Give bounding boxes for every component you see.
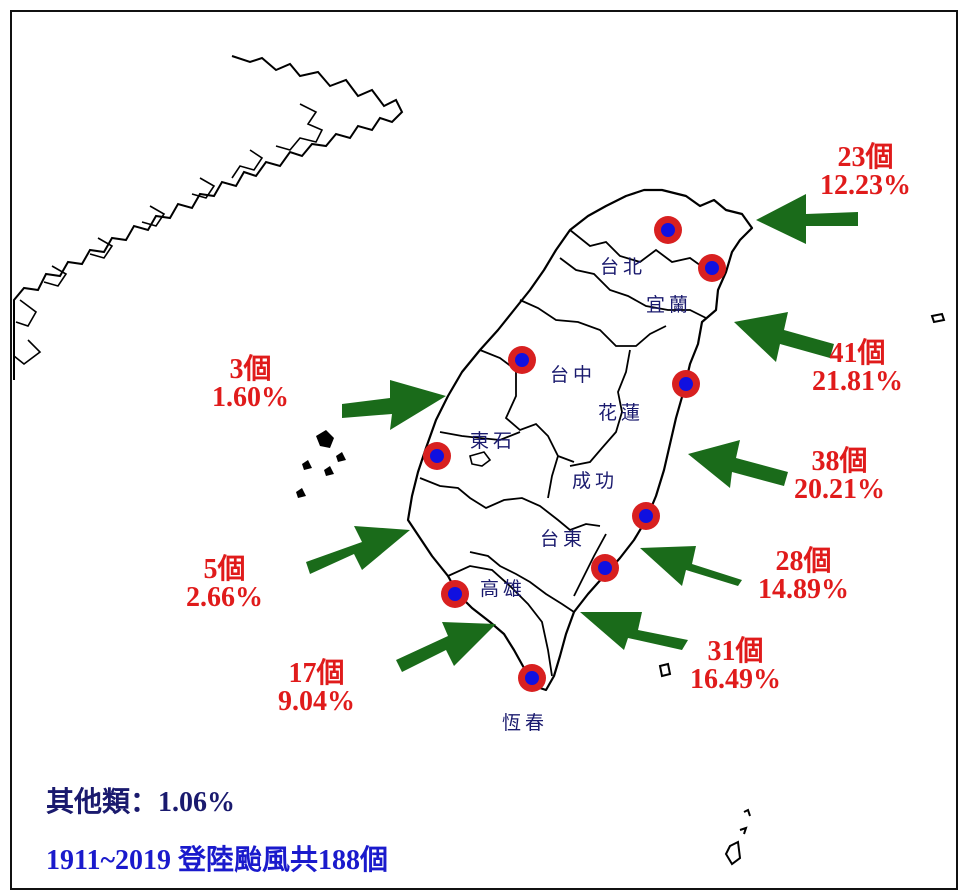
stat-chenggong-taitung: 28個 14.89%: [758, 548, 849, 604]
arrow-yilan-hualien: [734, 312, 834, 362]
stat-count: 31個: [707, 636, 764, 667]
city-markers: [423, 216, 726, 692]
china-coastline-inner: [13, 103, 324, 366]
arrow-hualien-chenggong: [688, 440, 788, 488]
marker-taichung: [508, 346, 536, 374]
stat-kaohsiung-hengchun: 17個 9.04%: [278, 660, 355, 716]
stat-count: 38個: [811, 446, 868, 477]
stat-count: 3個: [229, 354, 272, 385]
marker-hengchun: [518, 664, 546, 692]
east-islet: [930, 312, 946, 324]
china-coastline: [13, 55, 404, 380]
stat-percent: 20.21%: [794, 474, 885, 505]
city-label-taipei: 台北: [600, 256, 647, 278]
arrow-taichung-dongshi: [342, 380, 446, 430]
stat-taitung-hengchun: 31個 16.49%: [690, 638, 781, 694]
stat-count: 41個: [829, 338, 886, 369]
county-boundaries: [419, 229, 717, 677]
stat-count: 17個: [288, 658, 345, 689]
sun-moon-lake: [469, 451, 492, 467]
stat-percent: 12.23%: [820, 170, 911, 201]
other-category-note: 其他類：1.06%: [46, 787, 236, 818]
city-label-chenggong: 成功: [572, 470, 619, 492]
stat-hualien-chenggong: 38個 20.21%: [794, 448, 885, 504]
stat-count: 23個: [837, 142, 894, 173]
arrow-taitung-hengchun: [580, 612, 688, 650]
stat-northeast: 23個 12.23%: [820, 144, 911, 200]
arrow-dongshi-kaohsiung: [306, 526, 410, 574]
marker-dongshi: [423, 442, 451, 470]
stat-taichung-dongshi: 3個 1.60%: [212, 356, 289, 412]
southern-islets: [724, 808, 751, 866]
city-label-taichung: 台中: [550, 364, 597, 386]
city-label-dongshi: 東石: [470, 430, 517, 452]
taiwan-outline: [406, 188, 754, 692]
stat-dongshi-kaohsiung: 5個 2.66%: [186, 556, 263, 612]
total-typhoon-note: 1911~2019 登陸颱風共188個: [46, 845, 389, 876]
arrow-northeast: [756, 194, 858, 244]
city-label-kaohsiung: 高雄: [480, 578, 527, 600]
penghu-islands: [296, 430, 346, 498]
stat-percent: 1.60%: [212, 382, 289, 413]
stat-percent: 9.04%: [278, 686, 355, 717]
marker-kaohsiung: [441, 580, 469, 608]
marker-yilan: [698, 254, 726, 282]
city-label-hengchun: 恆春: [502, 712, 549, 734]
stat-count: 28個: [775, 546, 832, 577]
stat-percent: 21.81%: [812, 366, 903, 397]
green-island: [658, 662, 672, 678]
stat-count: 5個: [203, 554, 246, 585]
marker-hualien: [672, 370, 700, 398]
arrows: [306, 194, 858, 672]
city-label-hualien: 花蓮: [598, 402, 645, 424]
stat-percent: 14.89%: [758, 574, 849, 605]
arrow-chenggong-taitung: [640, 546, 742, 586]
city-label-taitung: 台東: [540, 528, 587, 550]
marker-taipei: [654, 216, 682, 244]
city-label-yilan: 宜蘭: [646, 294, 693, 316]
stat-percent: 16.49%: [690, 664, 781, 695]
stat-percent: 2.66%: [186, 582, 263, 613]
arrow-kaohsiung-hengchun: [396, 622, 496, 672]
marker-chenggong: [632, 502, 660, 530]
marker-taitung: [591, 554, 619, 582]
stat-yilan-hualien: 41個 21.81%: [812, 340, 903, 396]
